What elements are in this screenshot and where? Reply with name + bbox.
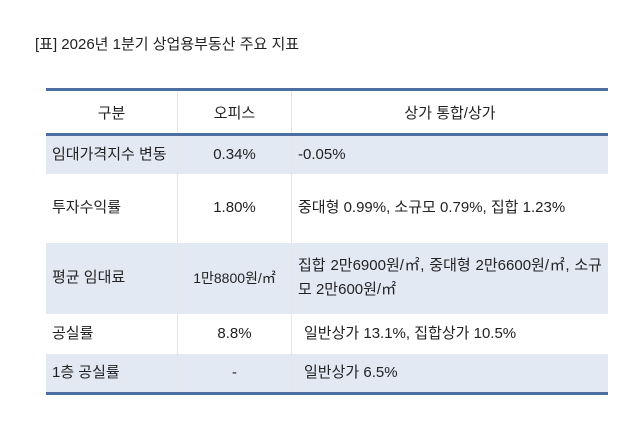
header-office: 오피스 (177, 89, 292, 136)
office-value: 1.80% (177, 173, 292, 243)
office-value: - (177, 353, 292, 394)
retail-value: 중대형 0.99%, 소규모 0.79%, 집합 1.23% (291, 173, 608, 243)
office-value: 1만8800원/㎡ (177, 242, 292, 314)
office-value: 0.34% (177, 134, 292, 174)
retail-value: -0.05% (291, 134, 608, 174)
row-label: 공실률 (52, 324, 94, 342)
table-row: 1층 공실률 - 일반상가 6.5% (46, 353, 608, 394)
table-row: 공실률 8.8% 일반상가 13.1%, 집합상가 10.5% (46, 313, 608, 354)
header-row: 구분 오피스 상가 통합/상가 (46, 89, 608, 136)
table-row: 임대가격지수 변동 0.34% -0.05% (46, 134, 608, 174)
row-label: 투자수익률 (52, 199, 122, 216)
retail-value: 일반상가 6.5% (291, 353, 608, 394)
retail-value: 집합 2만6900원/㎡, 중대형 2만6600원/㎡, 소규모 2만600원/… (291, 242, 608, 314)
table-title: [표] 2026년 1분기 상업용부동산 주요 지표 (35, 36, 300, 53)
header-retail: 상가 통합/상가 (291, 89, 608, 136)
office-value: 8.8% (177, 313, 292, 354)
table-row: 투자수익률 1.80% 중대형 0.99%, 소규모 0.79%, 집합 1.2… (46, 173, 608, 243)
header-category: 구분 (46, 89, 178, 136)
retail-value: 일반상가 13.1%, 집합상가 10.5% (291, 313, 608, 354)
row-label: 임대가격지수 변동 (46, 134, 178, 174)
row-label: 1층 공실률 (46, 353, 178, 394)
indicator-table: 구분 오피스 상가 통합/상가 임대가격지수 변동 0.34% -0.05% 투… (46, 88, 608, 395)
row-label: 평균 임대료 (46, 242, 178, 314)
table-row: 평균 임대료 1만8800원/㎡ 집합 2만6900원/㎡, 중대형 2만660… (46, 242, 608, 314)
